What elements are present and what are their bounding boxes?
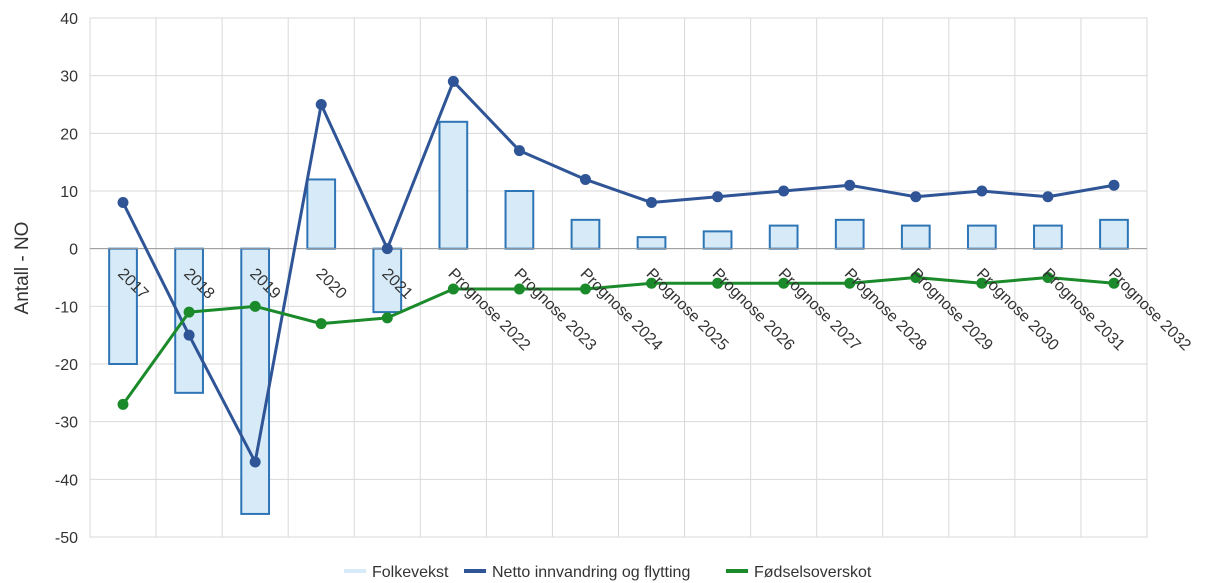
data-point bbox=[513, 145, 525, 157]
data-point bbox=[381, 243, 393, 255]
y-axis-label: Antall - NO bbox=[12, 222, 33, 315]
data-point bbox=[447, 283, 459, 295]
data-point bbox=[1042, 272, 1054, 283]
legend: Folkevekst Netto innvandring og flytting F… bbox=[344, 564, 872, 581]
data-point bbox=[646, 277, 658, 289]
data-point bbox=[117, 197, 129, 209]
bar bbox=[570, 218, 601, 250]
legend-item: Folkevekst bbox=[344, 564, 449, 581]
series-line bbox=[121, 79, 1115, 464]
bar bbox=[966, 224, 997, 250]
bar bbox=[306, 178, 337, 250]
series-line bbox=[121, 276, 1115, 406]
legend-item: Fødselsoverskot bbox=[726, 564, 872, 581]
bar bbox=[834, 218, 865, 250]
data-point bbox=[249, 300, 261, 312]
series-lines bbox=[117, 75, 1120, 468]
data-point bbox=[315, 99, 327, 110]
y-tick-label: 10 bbox=[60, 184, 78, 201]
y-tick-label: 40 bbox=[60, 11, 78, 28]
y-tick-label: -10 bbox=[55, 299, 78, 316]
bar bbox=[174, 247, 204, 394]
bar bbox=[1033, 224, 1063, 250]
bar bbox=[768, 224, 799, 250]
data-point bbox=[778, 277, 790, 289]
bar bbox=[108, 247, 138, 366]
data-point bbox=[1042, 191, 1054, 203]
y-tick-label: 30 bbox=[60, 69, 78, 86]
data-point bbox=[117, 398, 129, 410]
data-point bbox=[1108, 277, 1120, 289]
bar bbox=[900, 224, 931, 250]
x-tick-label: 2020 bbox=[312, 265, 349, 302]
bar bbox=[636, 236, 667, 250]
legend-label: Netto innvandring og flytting bbox=[492, 564, 690, 581]
data-point bbox=[712, 191, 724, 203]
data-point bbox=[844, 277, 856, 289]
data-point bbox=[910, 272, 922, 283]
y-tick-label: -30 bbox=[55, 415, 78, 432]
data-point bbox=[646, 197, 658, 209]
legend-label: Fødselsoverskot bbox=[754, 564, 872, 581]
data-point bbox=[976, 185, 988, 197]
y-tick-label: 0 bbox=[69, 242, 78, 259]
bar bbox=[438, 120, 469, 250]
y-tick-label: -20 bbox=[55, 357, 78, 374]
data-point bbox=[579, 283, 591, 295]
bar bbox=[504, 190, 535, 250]
legend-label: Folkevekst bbox=[372, 564, 449, 581]
data-point bbox=[778, 185, 790, 197]
bar bbox=[1099, 218, 1129, 250]
data-point bbox=[579, 173, 591, 185]
data-point bbox=[513, 283, 525, 295]
data-point bbox=[315, 318, 327, 330]
bar bbox=[702, 230, 733, 250]
data-point bbox=[249, 456, 261, 468]
y-axis-ticks: -50 -40 -30 -20 -10 0 10 20 30 40 bbox=[55, 11, 78, 547]
data-point bbox=[712, 277, 724, 289]
data-point bbox=[381, 312, 393, 324]
data-point bbox=[910, 191, 922, 203]
y-tick-label: 20 bbox=[60, 126, 78, 143]
data-point bbox=[447, 75, 459, 87]
y-tick-label: -40 bbox=[55, 472, 78, 489]
y-tick-label: -50 bbox=[55, 530, 78, 547]
data-point bbox=[976, 277, 988, 289]
data-point bbox=[183, 329, 195, 341]
legend-item: Netto innvandring og flytting bbox=[464, 564, 690, 581]
data-point bbox=[844, 179, 856, 191]
data-point bbox=[1108, 179, 1120, 191]
data-point bbox=[183, 306, 195, 318]
